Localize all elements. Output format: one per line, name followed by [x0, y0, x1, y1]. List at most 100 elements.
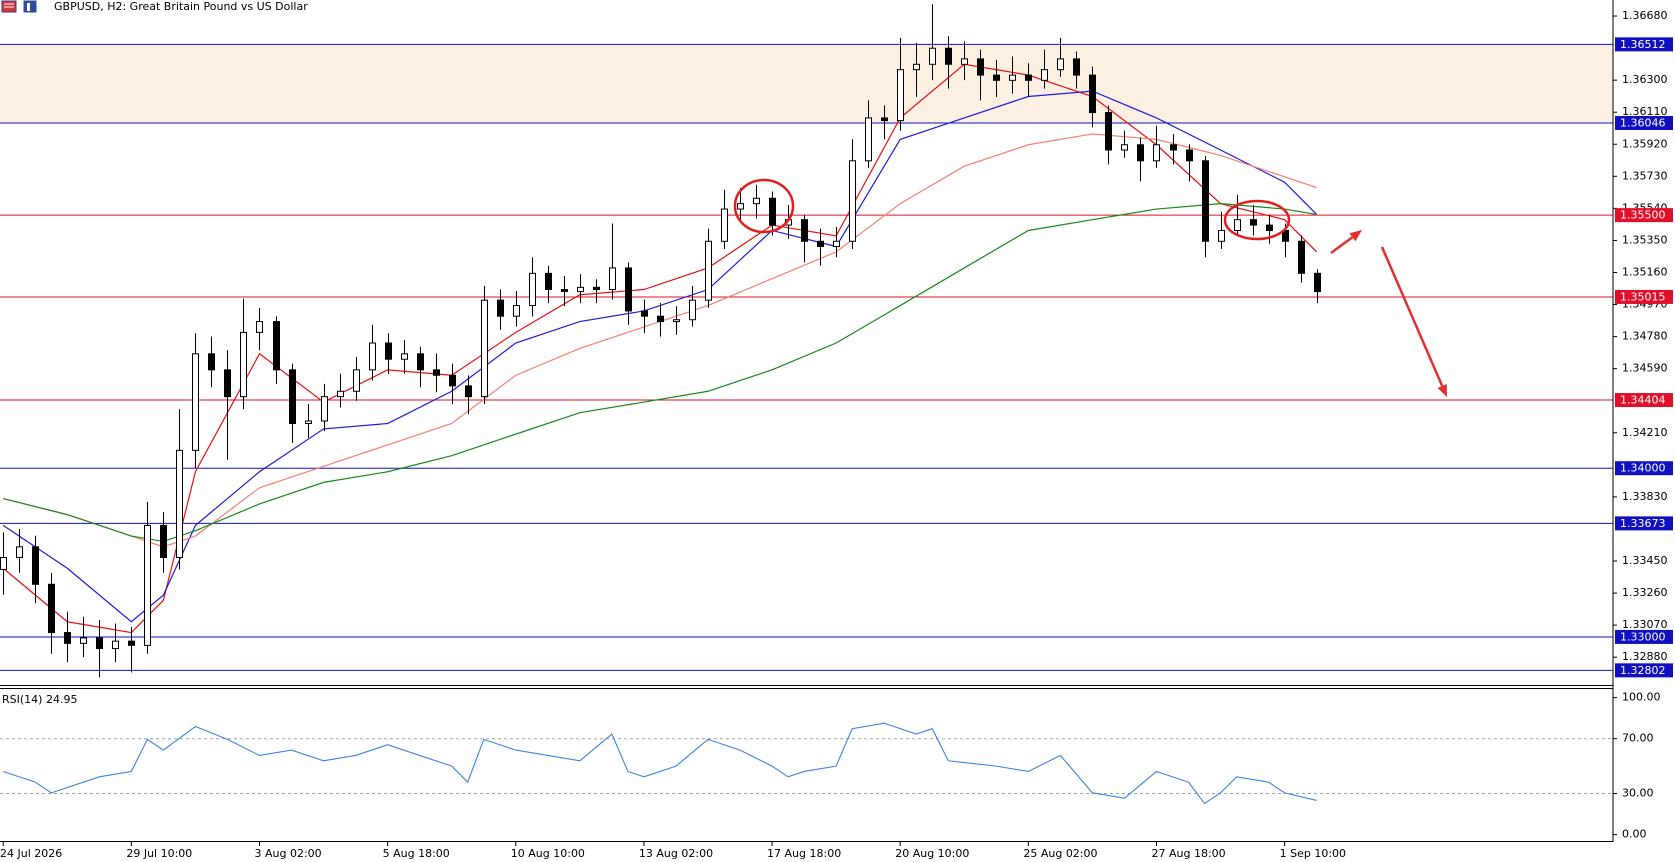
y-tick-label: 0.00	[1622, 828, 1647, 841]
level-label-box	[1615, 663, 1673, 678]
candle-body	[497, 299, 504, 317]
candle-body	[561, 289, 568, 293]
symbol-icon	[1, 0, 37, 13]
candle-body	[1137, 144, 1144, 162]
candle-body	[593, 286, 600, 291]
level-label-box	[1615, 116, 1673, 131]
candle-body	[256, 321, 263, 333]
candle-body	[0, 556, 7, 570]
chart-title: GBPUSD, H2: Great Britain Pound vs US Do…	[54, 0, 308, 13]
candle-body	[625, 267, 632, 312]
candle-body	[513, 305, 520, 317]
candle-body	[1298, 240, 1305, 274]
candle-body	[1073, 58, 1080, 76]
candle-body	[321, 396, 328, 422]
level-label-box	[1615, 37, 1673, 52]
candle-body	[385, 342, 392, 360]
candle-body	[96, 637, 103, 650]
candle-body	[609, 267, 616, 291]
highlight-circle	[733, 178, 795, 234]
candle-body	[176, 449, 183, 558]
candle-body	[32, 546, 39, 585]
candle-body	[1266, 224, 1273, 231]
candle-body	[769, 197, 776, 226]
candle-body	[1153, 144, 1160, 162]
candle-body	[1089, 74, 1096, 114]
level-label: 1.36512	[1620, 38, 1666, 51]
y-tick-label: 1.35730	[1622, 169, 1668, 182]
candle-body	[641, 310, 648, 317]
candle-body	[1105, 112, 1112, 151]
candle-body	[449, 374, 456, 387]
candle-body	[64, 632, 71, 644]
x-tick-label: 3 Aug 02:00	[254, 847, 321, 860]
candle-body	[817, 240, 824, 248]
candle-body	[481, 299, 488, 398]
candle-body	[289, 369, 296, 425]
arrow	[1380, 246, 1444, 387]
x-tick-label: 25 Aug 02:00	[1023, 847, 1097, 860]
y-tick-label: 1.36680	[1622, 9, 1668, 22]
y-tick-label: 1.35350	[1622, 233, 1668, 246]
candle-body	[577, 286, 584, 293]
candle-body	[833, 240, 840, 248]
candle-body	[705, 240, 712, 301]
y-tick-label: 1.35920	[1622, 137, 1668, 150]
candle-body	[945, 47, 952, 65]
candle-body	[80, 637, 87, 644]
level-label: 1.34000	[1620, 462, 1666, 475]
candle-body	[208, 353, 215, 371]
level-layer	[0, 43, 1613, 671]
level-label: 1.34404	[1620, 394, 1666, 407]
candle-body	[48, 583, 55, 634]
candle-body	[1025, 74, 1032, 81]
candle-body	[16, 546, 23, 558]
candle-body	[112, 640, 119, 650]
candle-body	[1041, 69, 1048, 81]
y-tick-label: 1.36300	[1622, 73, 1668, 86]
x-tick-label: 29 Jul 10:00	[126, 847, 192, 860]
moving-average-layer	[2, 63, 1318, 634]
level-label-box	[1615, 393, 1673, 408]
candle-body	[1234, 219, 1241, 231]
candle-body	[273, 321, 280, 371]
y-tick-label: 1.33830	[1622, 490, 1668, 503]
level-label: 1.33000	[1620, 630, 1666, 643]
candle-body	[224, 369, 231, 398]
level-label: 1.32802	[1620, 664, 1666, 677]
candle-body	[657, 315, 664, 323]
level-label: 1.35015	[1620, 290, 1666, 303]
candle-body	[144, 524, 151, 646]
candle-body	[1009, 74, 1016, 81]
candle-body	[849, 160, 856, 242]
level-label: 1.36046	[1620, 117, 1666, 130]
rsi-line	[3, 722, 1317, 805]
y-tick-label: 1.34210	[1622, 426, 1668, 439]
candle-body	[305, 420, 312, 425]
highlight-circle	[1223, 199, 1291, 241]
y-tick-label: 1.33070	[1622, 618, 1668, 631]
arrow	[1330, 236, 1354, 255]
candle-body	[128, 640, 135, 646]
candle-body	[721, 208, 728, 242]
y-tick-label: 1.35160	[1622, 265, 1668, 278]
candle-body	[1218, 229, 1225, 242]
candle-body	[401, 353, 408, 360]
candle-body	[433, 369, 440, 376]
candle-body	[529, 272, 536, 307]
level-label-box	[1615, 289, 1673, 304]
x-tick-label: 13 Aug 02:00	[639, 847, 713, 860]
level-label-box	[1615, 461, 1673, 476]
resistance-zone	[0, 44, 1613, 124]
candle-body	[369, 342, 376, 371]
level-label-box	[1615, 516, 1673, 531]
candle-layer	[0, 4, 1321, 678]
y-tick-label: 1.36110	[1622, 105, 1668, 118]
candle-body	[929, 47, 936, 65]
x-tick-label: 5 Aug 18:00	[383, 847, 450, 860]
indicator-title: RSI(14) 24.95	[2, 693, 77, 706]
level-label-layer: 1.36512 1.36046 1.35500 1.35015 1.34404 1.340…	[1615, 37, 1673, 678]
candle-body	[961, 58, 968, 65]
x-tick-label: 20 Aug 10:00	[895, 847, 969, 860]
candle-body	[801, 219, 808, 242]
